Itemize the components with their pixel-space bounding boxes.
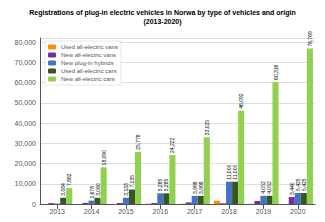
- svg-text:3,084: 3,084: [60, 183, 67, 196]
- svg-text:18,090: 18,090: [101, 150, 107, 166]
- svg-text:3,133: 3,133: [122, 183, 129, 196]
- svg-text:7,135: 7,135: [129, 175, 135, 188]
- svg-text:60,000: 60,000: [15, 79, 37, 86]
- svg-text:5,285: 5,285: [163, 179, 169, 192]
- svg-text:3,440: 3,440: [288, 182, 295, 195]
- svg-text:20,000: 20,000: [15, 160, 37, 167]
- svg-text:2017: 2017: [187, 208, 203, 215]
- svg-text:Used all-electric cars: Used all-electric cars: [61, 68, 117, 74]
- svg-text:2018: 2018: [221, 208, 237, 215]
- svg-text:New plug-in hybrids: New plug-in hybrids: [61, 60, 114, 66]
- svg-text:30,000: 30,000: [15, 140, 37, 147]
- svg-text:1,678: 1,678: [88, 186, 95, 199]
- svg-text:2020: 2020: [290, 208, 306, 215]
- svg-text:5,285: 5,285: [157, 178, 164, 192]
- svg-text:40,000: 40,000: [15, 120, 37, 127]
- svg-text:50,000: 50,000: [15, 99, 37, 106]
- svg-text:New all-electric cars: New all-electric cars: [61, 76, 115, 82]
- svg-text:2015: 2015: [118, 208, 134, 215]
- svg-text:2014: 2014: [84, 208, 100, 215]
- svg-text:Registrations of plug-in elect: Registrations of plug-in electric vehicl…: [29, 9, 295, 17]
- svg-text:2019: 2019: [256, 208, 272, 215]
- svg-text:5,425: 5,425: [301, 178, 307, 191]
- svg-text:3,998: 3,998: [198, 181, 204, 194]
- svg-text:5,425: 5,425: [294, 178, 301, 191]
- svg-text:Used all-electric vans: Used all-electric vans: [61, 44, 118, 50]
- svg-text:11,000: 11,000: [226, 164, 233, 180]
- svg-text:4,052: 4,052: [260, 181, 267, 194]
- svg-text:33,025: 33,025: [204, 120, 210, 136]
- svg-text:2016: 2016: [153, 208, 169, 215]
- svg-text:7,882: 7,882: [66, 173, 72, 186]
- svg-text:4,052: 4,052: [266, 181, 272, 194]
- svg-text:3,060: 3,060: [95, 183, 101, 196]
- svg-text:76,769: 76,769: [307, 31, 313, 47]
- svg-text:(2013-2020): (2013-2020): [143, 18, 181, 26]
- svg-text:70,000: 70,000: [15, 59, 37, 66]
- svg-text:0: 0: [32, 201, 36, 208]
- svg-text:10,000: 10,000: [15, 180, 37, 187]
- svg-text:25,778: 25,778: [135, 134, 141, 150]
- svg-text:11,000: 11,000: [232, 165, 238, 180]
- svg-text:New all-electric vans: New all-electric vans: [61, 52, 116, 58]
- svg-text:80,000: 80,000: [15, 39, 37, 46]
- svg-text:46,092: 46,092: [238, 93, 244, 109]
- svg-text:3,998: 3,998: [191, 181, 198, 194]
- svg-text:60,316: 60,316: [273, 64, 279, 80]
- svg-text:2013: 2013: [49, 208, 65, 215]
- svg-text:24,222: 24,222: [169, 137, 175, 153]
